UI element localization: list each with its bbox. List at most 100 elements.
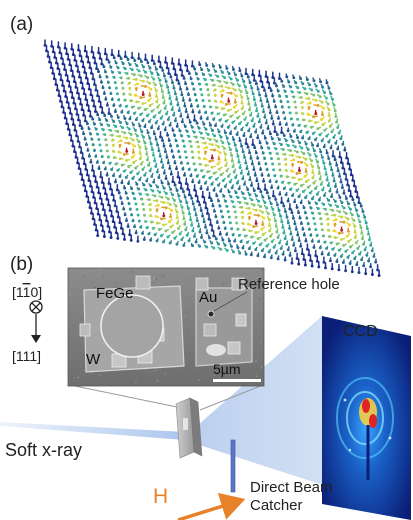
spin-arrowhead [288,207,292,211]
spin-arrowhead [297,169,301,172]
spin-arrowhead [365,227,369,231]
spin-arrowhead [358,252,362,256]
spin-arrowhead [261,151,265,155]
spin-arrowhead [141,93,145,96]
spin-arrowhead [229,132,232,135]
spin-arrowhead [223,227,227,230]
spin-arrowhead [100,111,104,114]
spin-arrowhead [217,167,221,171]
spin-arrowhead [308,191,312,195]
spin-arrowhead [266,80,270,84]
spin-arrowhead [130,68,134,72]
spin-arrowhead [133,197,137,201]
spin-arrowhead [135,134,139,138]
sem-speckle [253,305,255,307]
spin-arrowhead [186,207,190,210]
spin-arrowhead [256,136,260,140]
sem-speckle [254,338,256,340]
spin-arrowhead [297,124,301,127]
spin-arrowhead [87,154,91,158]
spin-arrowhead [175,189,179,192]
spin-arrowhead [120,81,124,85]
spin-arrowhead [154,89,158,93]
spin-arrowhead [91,143,95,147]
xray-beam [0,422,185,440]
spin-arrowhead [96,132,100,136]
spin-arrowhead [150,220,154,224]
spin-arrowhead [172,67,176,71]
spin-arrowhead [304,142,308,146]
spin-arrowhead [148,66,152,70]
spin-arrowhead [247,129,251,133]
spin-arrowhead [276,257,280,261]
spin-arrowhead [300,100,304,104]
spin-arrowhead [291,176,295,180]
spin-arrowhead [289,187,292,191]
spin-arrowhead [147,98,151,102]
spin-arrowhead [320,228,324,232]
spin-arrowhead [209,223,213,227]
spin-arrowhead [305,131,309,134]
spin-arrowhead [295,172,299,175]
spin-arrowhead [203,157,206,161]
sem-speckle [100,268,102,270]
spin-arrowhead [331,154,335,158]
sem-speckle [83,375,85,377]
spin-arrowhead [166,197,170,201]
spin-arrowhead [260,249,264,253]
spin-arrowhead [269,234,273,238]
spin-arrowhead [135,64,139,68]
spin-arrowhead [233,126,237,130]
sem-speckle [91,372,93,374]
spin-arrowhead [264,162,268,166]
spin-arrowhead [67,84,71,88]
spin-arrowhead [178,129,182,133]
spin-arrowhead [330,168,334,172]
spin-arrowhead [74,155,78,159]
spin-arrowhead [93,83,96,86]
spin-arrowhead [137,219,141,223]
spin-arrowhead [278,168,282,172]
spin-arrowhead [224,152,227,156]
spin-arrowhead [286,129,290,133]
spin-arrowhead [234,110,238,114]
spin-arrowhead [134,166,138,170]
spin-arrowhead [71,53,75,57]
spin-arrowhead [114,162,118,166]
spin-arrowhead [204,163,208,167]
spin-arrowhead [156,203,160,207]
spin-arrowhead [306,222,310,226]
spin-arrowhead [96,212,100,216]
spin-arrowhead [66,57,70,61]
spin-arrowhead [93,122,96,126]
spin-arrowhead [250,162,254,166]
spin-arrowhead [94,110,97,113]
spin-arrowhead [82,162,86,166]
spin-arrowhead [318,212,322,215]
spin-arrowhead [82,92,86,96]
spin-arrowhead [59,78,63,82]
spin-arrowhead [248,193,252,197]
spin-arrowhead [344,197,348,200]
spin-arrowhead [159,234,163,238]
sem-speckle [189,278,191,280]
spin-arrowhead [302,206,306,210]
spin-arrowhead [349,173,353,177]
spin-arrowhead [191,156,195,160]
spin-arrowhead [326,184,330,187]
sem-speckle [156,369,158,371]
spin-arrowhead [244,252,248,256]
sem-speckle [186,312,188,314]
spin-arrowhead [64,95,68,98]
spin-arrowhead [173,161,177,165]
spin-arrowhead [233,88,237,92]
spin-arrowhead [304,157,308,161]
spin-arrowhead [217,199,220,203]
spin-arrowhead [246,188,250,191]
spin-arrowhead [128,233,132,237]
spin-arrowhead [231,165,235,169]
spin-arrowhead [106,224,110,228]
spin-arrowhead [243,234,247,238]
spin-arrowhead [287,80,291,84]
spin-arrowhead [271,162,275,166]
